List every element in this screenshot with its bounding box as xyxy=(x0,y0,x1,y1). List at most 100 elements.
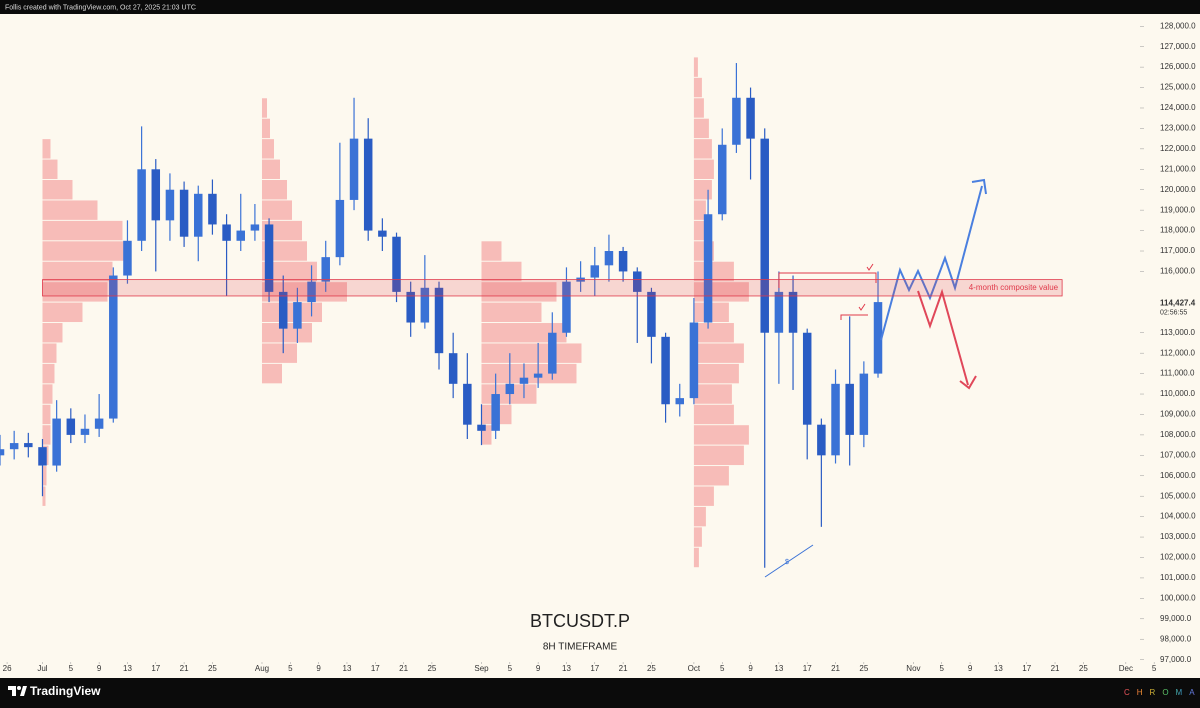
y-tick-label: 122,000.0 xyxy=(1160,144,1196,153)
candle-body xyxy=(278,291,288,329)
candle-body xyxy=(647,291,656,337)
x-tick-label: 17 xyxy=(151,664,160,673)
profile-bar xyxy=(481,425,492,445)
x-tick-label: 13 xyxy=(343,664,352,673)
arrow-head xyxy=(959,375,977,390)
candle-body xyxy=(774,291,784,333)
profile-bar xyxy=(42,363,55,384)
candle-body xyxy=(434,287,444,354)
profile-bar xyxy=(693,506,706,527)
profile-bar xyxy=(261,302,322,323)
candle-body xyxy=(293,302,302,329)
profile-bar xyxy=(693,261,734,282)
candle-body xyxy=(477,424,486,431)
y-tick-label: 121,000.0 xyxy=(1160,164,1196,173)
profile-bar xyxy=(261,200,292,220)
x-tick-label: 9 xyxy=(748,664,753,673)
y-tick-label: 97,000.0 xyxy=(1160,655,1192,664)
profile-bar xyxy=(481,323,567,343)
candle-body xyxy=(703,214,713,323)
candle-body xyxy=(746,97,755,139)
x-tick-label: 25 xyxy=(1079,664,1088,673)
candle-body xyxy=(179,189,189,237)
profile-bar xyxy=(42,159,58,179)
y-tick-label: 117,000.0 xyxy=(1160,246,1196,255)
profile-bar xyxy=(693,486,714,506)
y-tick-label: 111,000.0 xyxy=(1160,369,1195,378)
candle-body xyxy=(562,281,571,333)
profile-bar xyxy=(261,139,274,159)
x-tick-label: 9 xyxy=(97,664,102,673)
x-tick-label: 13 xyxy=(562,664,571,673)
candle-body xyxy=(463,383,472,425)
profile-bar xyxy=(42,384,53,404)
x-tick-label: 17 xyxy=(803,664,812,673)
y-tick-label: 124,000.0 xyxy=(1160,103,1196,112)
candle-body xyxy=(533,373,543,378)
y-tick-label: 126,000.0 xyxy=(1160,62,1196,71)
candle-body xyxy=(208,193,217,225)
swing-line xyxy=(764,544,814,578)
x-tick-label: Nov xyxy=(906,664,920,673)
y-tick-label: 105,000.0 xyxy=(1160,491,1196,500)
composite-band xyxy=(42,279,1063,297)
profile-bar xyxy=(693,466,729,486)
candle-body xyxy=(94,418,104,429)
y-tick-label: 102,000.0 xyxy=(1160,553,1196,562)
profile-bar xyxy=(42,220,123,241)
profile-bar xyxy=(42,200,98,220)
x-tick-label: 21 xyxy=(399,664,408,673)
candle-body xyxy=(817,424,826,456)
candle-body xyxy=(0,449,5,456)
x-tick-label: 21 xyxy=(1051,664,1060,673)
profile-bar xyxy=(693,98,704,118)
candle-body xyxy=(38,447,47,466)
y-tick-label: 113,000.0 xyxy=(1160,328,1196,337)
header-text: Follis created with TradingView.com, Oct… xyxy=(5,4,196,11)
x-tick-label: 13 xyxy=(123,664,132,673)
y-tick-label: 119,000.0 xyxy=(1160,205,1196,214)
drawings xyxy=(764,178,987,578)
profile-bar xyxy=(693,57,698,77)
candle-body xyxy=(363,138,373,231)
profile-bar xyxy=(693,547,699,568)
profile-bar xyxy=(42,323,63,343)
x-tick-label: Aug xyxy=(255,664,269,673)
candle-body xyxy=(873,302,883,374)
x-tick-label: 21 xyxy=(180,664,189,673)
candle-body xyxy=(717,144,727,215)
candle-body xyxy=(859,373,869,435)
candle-body xyxy=(109,275,118,419)
candle-body xyxy=(505,383,515,395)
last-price: 114,427.4 xyxy=(1160,299,1196,308)
candle-body xyxy=(165,189,175,221)
y-tick-label: 125,000.0 xyxy=(1160,83,1196,92)
x-tick-label: Dec xyxy=(1119,664,1133,673)
y-tick-label: 118,000.0 xyxy=(1160,226,1196,235)
profile-bar xyxy=(261,98,267,118)
profile-bar xyxy=(693,384,732,404)
profile-bar xyxy=(693,323,734,343)
candle-body xyxy=(222,224,231,241)
profile-bar xyxy=(693,425,749,445)
top-bar xyxy=(0,0,1200,14)
profile-bar xyxy=(693,404,734,425)
candle-body xyxy=(236,230,245,241)
candle-body xyxy=(633,271,642,292)
candle-body xyxy=(264,224,274,292)
candle-body xyxy=(604,251,614,266)
profile-bar xyxy=(481,343,582,363)
profile-bar xyxy=(693,139,712,159)
candle-body xyxy=(123,240,132,276)
x-tick-label: 25 xyxy=(647,664,656,673)
candle-body xyxy=(448,353,458,384)
candle-body xyxy=(845,383,854,435)
profile-bar xyxy=(42,282,108,302)
profile-bar xyxy=(261,180,287,200)
candle-body xyxy=(66,418,76,435)
y-tick-label: 109,000.0 xyxy=(1160,410,1196,419)
profile-bar xyxy=(693,159,714,179)
profile-bar xyxy=(693,343,744,363)
x-tick-label: 5 xyxy=(1152,664,1157,673)
